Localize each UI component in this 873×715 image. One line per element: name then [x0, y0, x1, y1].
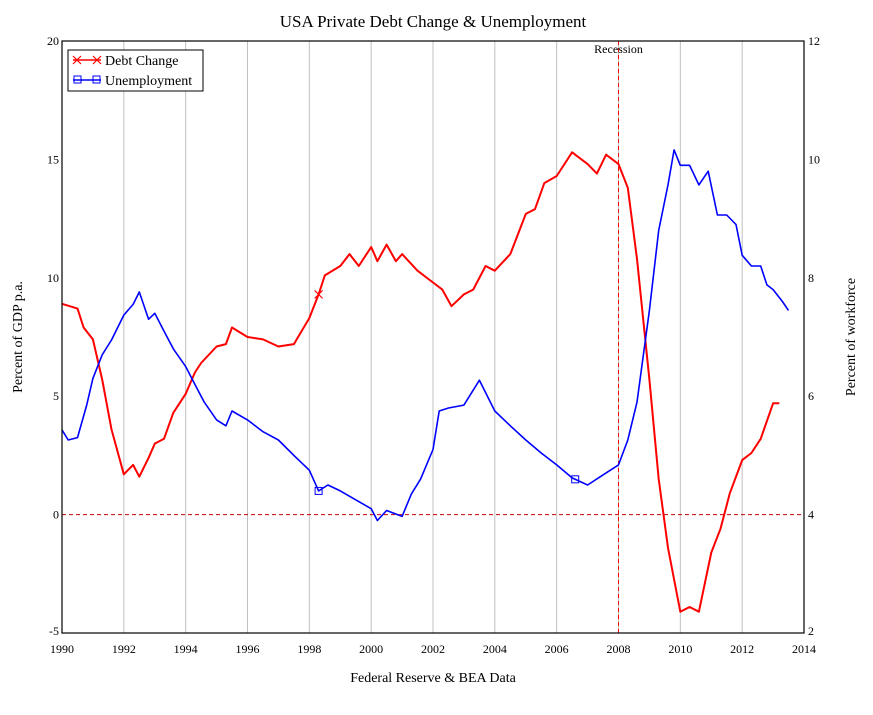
series-group	[61, 149, 790, 613]
x-tick-label: 2014	[792, 642, 816, 656]
y-right-tick-label: 4	[808, 508, 814, 522]
y-right-tick-label: 10	[808, 152, 820, 166]
legend-box	[67, 49, 204, 92]
chart-title: USA Private Debt Change & Unemployment	[280, 12, 587, 31]
x-marker	[314, 289, 324, 299]
legend-unemployment-marker	[73, 75, 101, 84]
y-left-tick-label: -5	[49, 624, 59, 638]
legend: Debt Change Unemployment	[67, 49, 204, 92]
x-tick-label: 2010	[668, 642, 692, 656]
x-tick-label: 1994	[174, 642, 198, 656]
y-left-tick-label: 15	[47, 152, 59, 166]
x-tick-label: 1998	[297, 642, 321, 656]
legend-unemployment-label: Unemployment	[105, 74, 192, 89]
square-marker	[314, 486, 323, 495]
y-left-tick-label: 5	[53, 389, 59, 403]
grid	[123, 41, 743, 633]
y-right-tick-label: 6	[808, 389, 814, 403]
ticks: 1990 1992 1994 1996 1998 2000 2002 2004 2006 2008…	[47, 34, 820, 656]
legend-debt-label: Debt Change	[105, 54, 178, 69]
y-left-axis-label: Percent of GDP p.a.	[11, 281, 26, 393]
y-right-tick-label: 12	[808, 34, 820, 48]
x-tick-label: 2012	[730, 642, 754, 656]
x-tick-label: 2000	[359, 642, 383, 656]
x-tick-label: 1992	[112, 642, 136, 656]
x-tick-label: 2002	[421, 642, 445, 656]
plot-frame	[61, 40, 805, 634]
y-right-axis-label: Percent of workforce	[844, 278, 859, 396]
x-axis-label: Federal Reserve & BEA Data	[350, 671, 516, 686]
x-tick-label: 2008	[607, 642, 631, 656]
series-line-unemployment	[61, 149, 790, 522]
series-line-debt-change	[61, 151, 780, 613]
x-tick-label: 2006	[545, 642, 569, 656]
x-tick-label: 2004	[483, 642, 507, 656]
y-left-tick-label: 10	[47, 271, 59, 285]
x-tick-label: 1990	[50, 642, 74, 656]
y-left-tick-label: 0	[53, 508, 59, 522]
y-right-tick-label: 8	[808, 271, 814, 285]
x-tick-label: 1996	[236, 642, 260, 656]
square-marker	[571, 475, 580, 484]
recession-label: Recession	[594, 42, 643, 56]
y-left-tick-label: 20	[47, 34, 59, 48]
y-right-tick-label: 2	[808, 624, 814, 638]
legend-debt-marker	[72, 55, 102, 65]
